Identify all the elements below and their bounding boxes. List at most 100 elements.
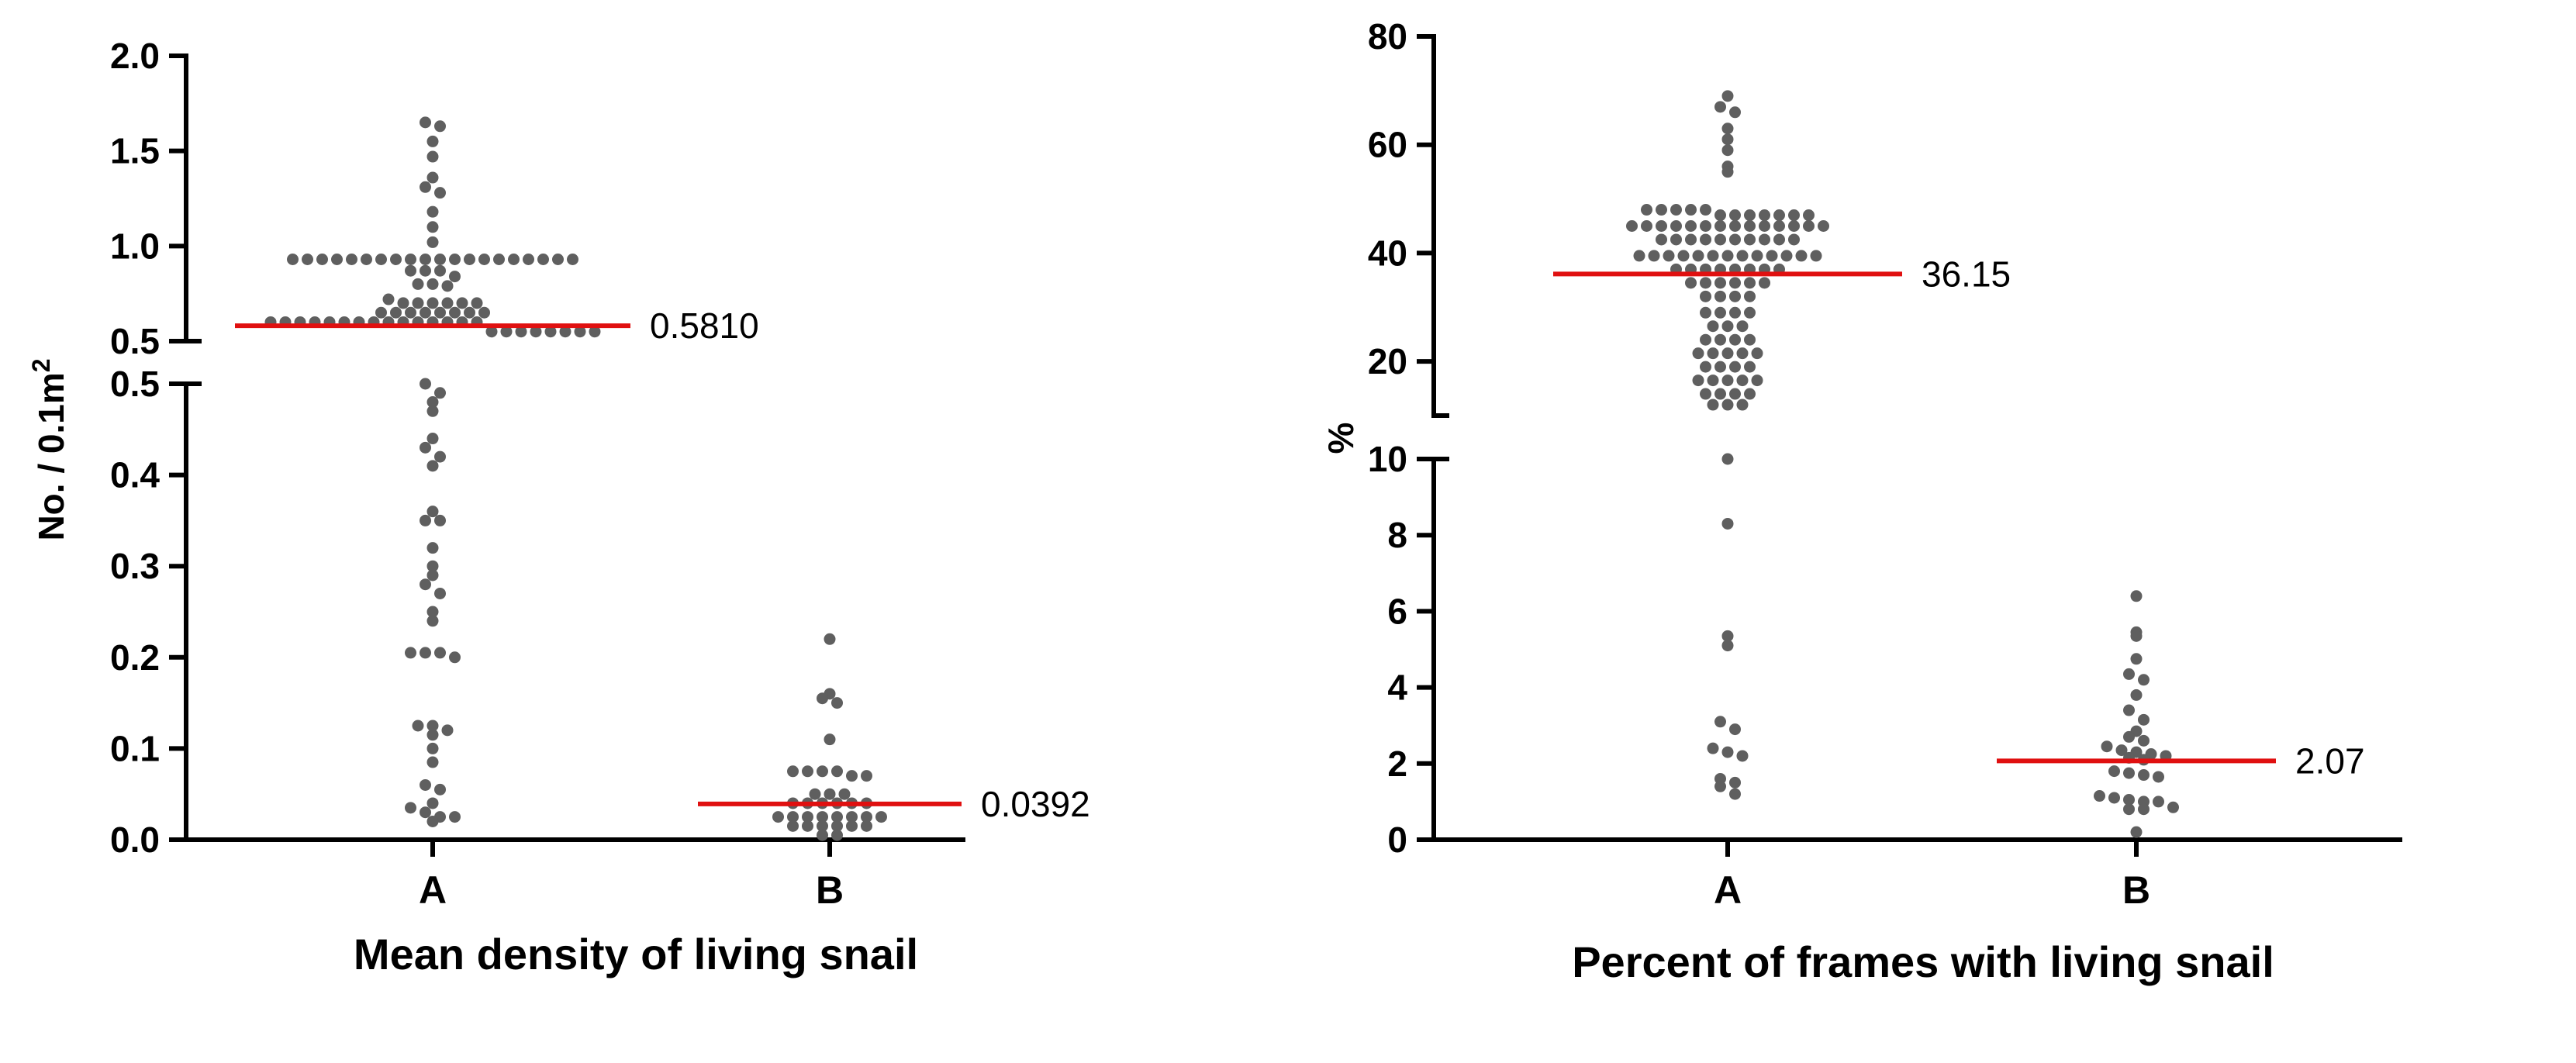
y-tick-label: 60 bbox=[1368, 125, 1407, 165]
y-tick-label: 1.0 bbox=[110, 226, 160, 266]
data-point-A bbox=[1721, 144, 1734, 157]
data-point-A bbox=[420, 254, 431, 266]
data-point-A bbox=[420, 181, 431, 193]
data-point-A bbox=[420, 116, 431, 129]
data-point-A bbox=[405, 306, 416, 319]
data-point-A bbox=[426, 506, 439, 518]
data-point-A bbox=[559, 326, 571, 338]
data-point-A bbox=[1744, 277, 1756, 289]
data-point-B bbox=[838, 788, 851, 800]
data-point-B bbox=[2130, 689, 2143, 701]
data-point-A bbox=[397, 297, 409, 309]
data-point-A bbox=[567, 254, 578, 266]
data-point-A bbox=[412, 278, 424, 290]
data-point-B bbox=[2153, 796, 2164, 808]
data-point-A bbox=[1721, 123, 1734, 135]
data-point-B bbox=[2130, 590, 2143, 602]
y-tick-label: 10 bbox=[1368, 439, 1407, 479]
data-point-A bbox=[1714, 333, 1726, 346]
data-point-A bbox=[537, 254, 549, 266]
data-point-A bbox=[1714, 290, 1726, 302]
data-point-A bbox=[375, 306, 387, 319]
data-point-A bbox=[1714, 233, 1726, 246]
data-point-A bbox=[441, 724, 454, 737]
y-tick-label: 0.2 bbox=[110, 637, 160, 678]
data-point-A bbox=[589, 326, 601, 338]
data-point-A bbox=[1700, 388, 1711, 400]
data-point-A bbox=[1700, 220, 1711, 232]
data-point-A bbox=[1692, 374, 1704, 387]
data-point-A bbox=[1685, 204, 1697, 216]
data-point-A bbox=[331, 254, 343, 266]
data-point-A bbox=[1729, 106, 1741, 119]
data-point-B bbox=[861, 770, 872, 782]
y-tick-label: 0.0 bbox=[110, 820, 160, 860]
median-label-A: 0.5810 bbox=[650, 305, 759, 346]
data-point-A bbox=[1641, 204, 1652, 216]
data-point-B bbox=[2138, 803, 2150, 816]
data-point-A bbox=[1759, 209, 1770, 222]
data-point-A bbox=[1729, 388, 1741, 400]
data-point-A bbox=[1692, 250, 1704, 262]
y-tick-label: 20 bbox=[1368, 341, 1407, 381]
data-point-A bbox=[1641, 220, 1652, 232]
data-point-B bbox=[831, 820, 843, 832]
data-point-A bbox=[441, 297, 454, 309]
data-point-B bbox=[2167, 801, 2179, 813]
data-point-A bbox=[426, 405, 439, 417]
data-point-A bbox=[1714, 780, 1726, 792]
data-point-A bbox=[382, 293, 395, 305]
data-point-B bbox=[2108, 765, 2120, 778]
data-point-A bbox=[1714, 101, 1726, 113]
data-point-A bbox=[1656, 220, 1667, 232]
data-point-A bbox=[426, 542, 439, 554]
data-point-A bbox=[1736, 347, 1749, 360]
data-point-B bbox=[846, 811, 858, 823]
data-point-A bbox=[426, 756, 439, 768]
data-point-B bbox=[2130, 630, 2143, 642]
data-point-A bbox=[420, 514, 431, 526]
y-tick-label: 0.1 bbox=[110, 728, 160, 768]
y-tick-label: 80 bbox=[1368, 16, 1407, 57]
data-point-A bbox=[426, 396, 439, 409]
data-point-A bbox=[1736, 399, 1749, 411]
data-point-A bbox=[1692, 347, 1704, 360]
data-point-B bbox=[2138, 713, 2150, 726]
data-point-A bbox=[1714, 716, 1726, 728]
y-tick-label: 0.3 bbox=[110, 546, 160, 586]
data-point-A bbox=[434, 264, 446, 277]
median-label-B: 2.07 bbox=[2295, 740, 2365, 781]
data-point-A bbox=[1773, 233, 1785, 246]
median-label-B: 0.0392 bbox=[981, 784, 1090, 824]
data-point-A bbox=[1744, 209, 1756, 222]
data-point-A bbox=[420, 441, 431, 454]
data-point-A bbox=[1721, 399, 1734, 411]
data-point-B bbox=[817, 765, 828, 778]
data-point-A bbox=[287, 254, 299, 266]
data-point-B bbox=[846, 770, 858, 782]
data-point-B bbox=[787, 811, 799, 823]
data-point-B bbox=[831, 829, 843, 841]
y-tick-label: 0.5 bbox=[110, 321, 160, 361]
data-point-A bbox=[1721, 166, 1734, 178]
data-point-A bbox=[1700, 361, 1711, 373]
data-point-A bbox=[426, 297, 439, 309]
data-point-A bbox=[426, 433, 439, 445]
data-point-A bbox=[1626, 220, 1638, 232]
data-point-B bbox=[817, 820, 828, 832]
data-point-A bbox=[464, 254, 475, 266]
data-point-A bbox=[1788, 220, 1800, 232]
data-point-A bbox=[464, 306, 475, 319]
y-tick-label: 0.4 bbox=[110, 455, 160, 495]
data-point-A bbox=[544, 326, 557, 338]
data-point-B bbox=[802, 765, 813, 778]
data-point-A bbox=[1670, 220, 1682, 232]
data-point-A bbox=[426, 205, 439, 218]
x-tick-label: A bbox=[1714, 868, 1742, 912]
data-point-A bbox=[412, 297, 424, 309]
y-tick-label: 0 bbox=[1387, 820, 1407, 860]
data-point-A bbox=[426, 135, 439, 147]
data-point-A bbox=[493, 254, 505, 266]
data-point-A bbox=[1670, 233, 1682, 246]
data-point-A bbox=[1663, 250, 1675, 262]
